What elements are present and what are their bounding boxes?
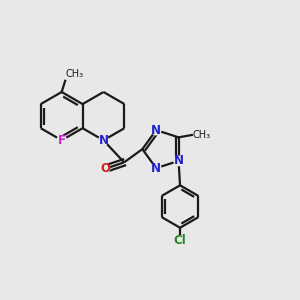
Circle shape bbox=[174, 156, 183, 166]
Text: CH₃: CH₃ bbox=[66, 69, 84, 79]
Text: N: N bbox=[98, 134, 109, 147]
Text: N: N bbox=[151, 162, 161, 175]
Circle shape bbox=[100, 164, 110, 174]
Text: N: N bbox=[174, 154, 184, 167]
Text: F: F bbox=[58, 134, 66, 147]
Circle shape bbox=[57, 136, 66, 145]
Circle shape bbox=[152, 125, 161, 135]
Text: O: O bbox=[100, 162, 110, 175]
Circle shape bbox=[99, 136, 108, 145]
Circle shape bbox=[175, 236, 185, 245]
Text: N: N bbox=[151, 124, 161, 136]
Circle shape bbox=[152, 164, 161, 173]
Text: CH₃: CH₃ bbox=[193, 130, 211, 140]
Text: Cl: Cl bbox=[174, 234, 186, 247]
